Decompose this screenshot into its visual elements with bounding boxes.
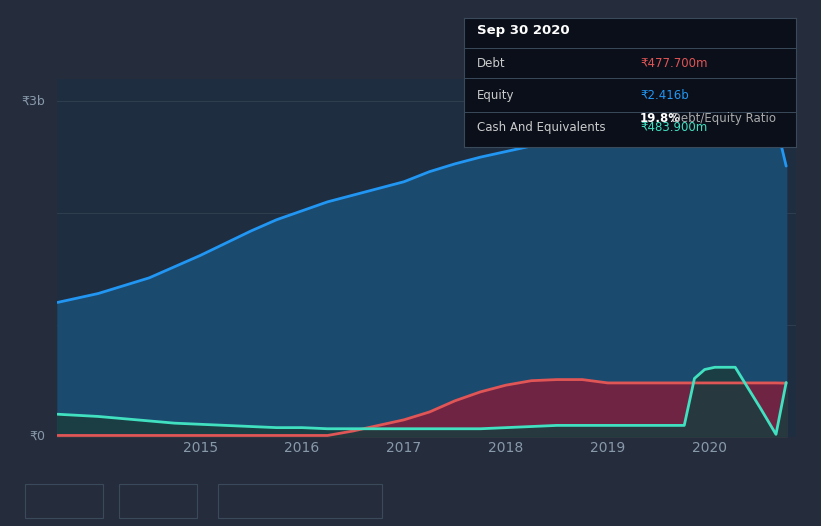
Text: ₹2.416b: ₹2.416b bbox=[640, 89, 689, 102]
Text: 19.8%: 19.8% bbox=[640, 113, 681, 126]
Text: ₹3b: ₹3b bbox=[21, 95, 45, 108]
Text: Cash And Equivalents: Cash And Equivalents bbox=[477, 122, 606, 135]
Text: Debt/Equity Ratio: Debt/Equity Ratio bbox=[668, 113, 777, 126]
Text: ₹483.900m: ₹483.900m bbox=[640, 122, 708, 135]
Text: ₹477.700m: ₹477.700m bbox=[640, 57, 708, 70]
Text: ₹0: ₹0 bbox=[30, 430, 45, 443]
Text: Debt: Debt bbox=[49, 494, 80, 508]
Text: ●: ● bbox=[126, 496, 134, 506]
Text: ●: ● bbox=[31, 496, 39, 506]
Text: Equity: Equity bbox=[144, 494, 183, 508]
Text: ●: ● bbox=[224, 496, 232, 506]
Text: Sep 30 2020: Sep 30 2020 bbox=[477, 24, 570, 36]
Text: Debt: Debt bbox=[477, 57, 506, 70]
Text: Cash And Equivalents: Cash And Equivalents bbox=[242, 494, 378, 508]
Text: Equity: Equity bbox=[477, 89, 515, 102]
